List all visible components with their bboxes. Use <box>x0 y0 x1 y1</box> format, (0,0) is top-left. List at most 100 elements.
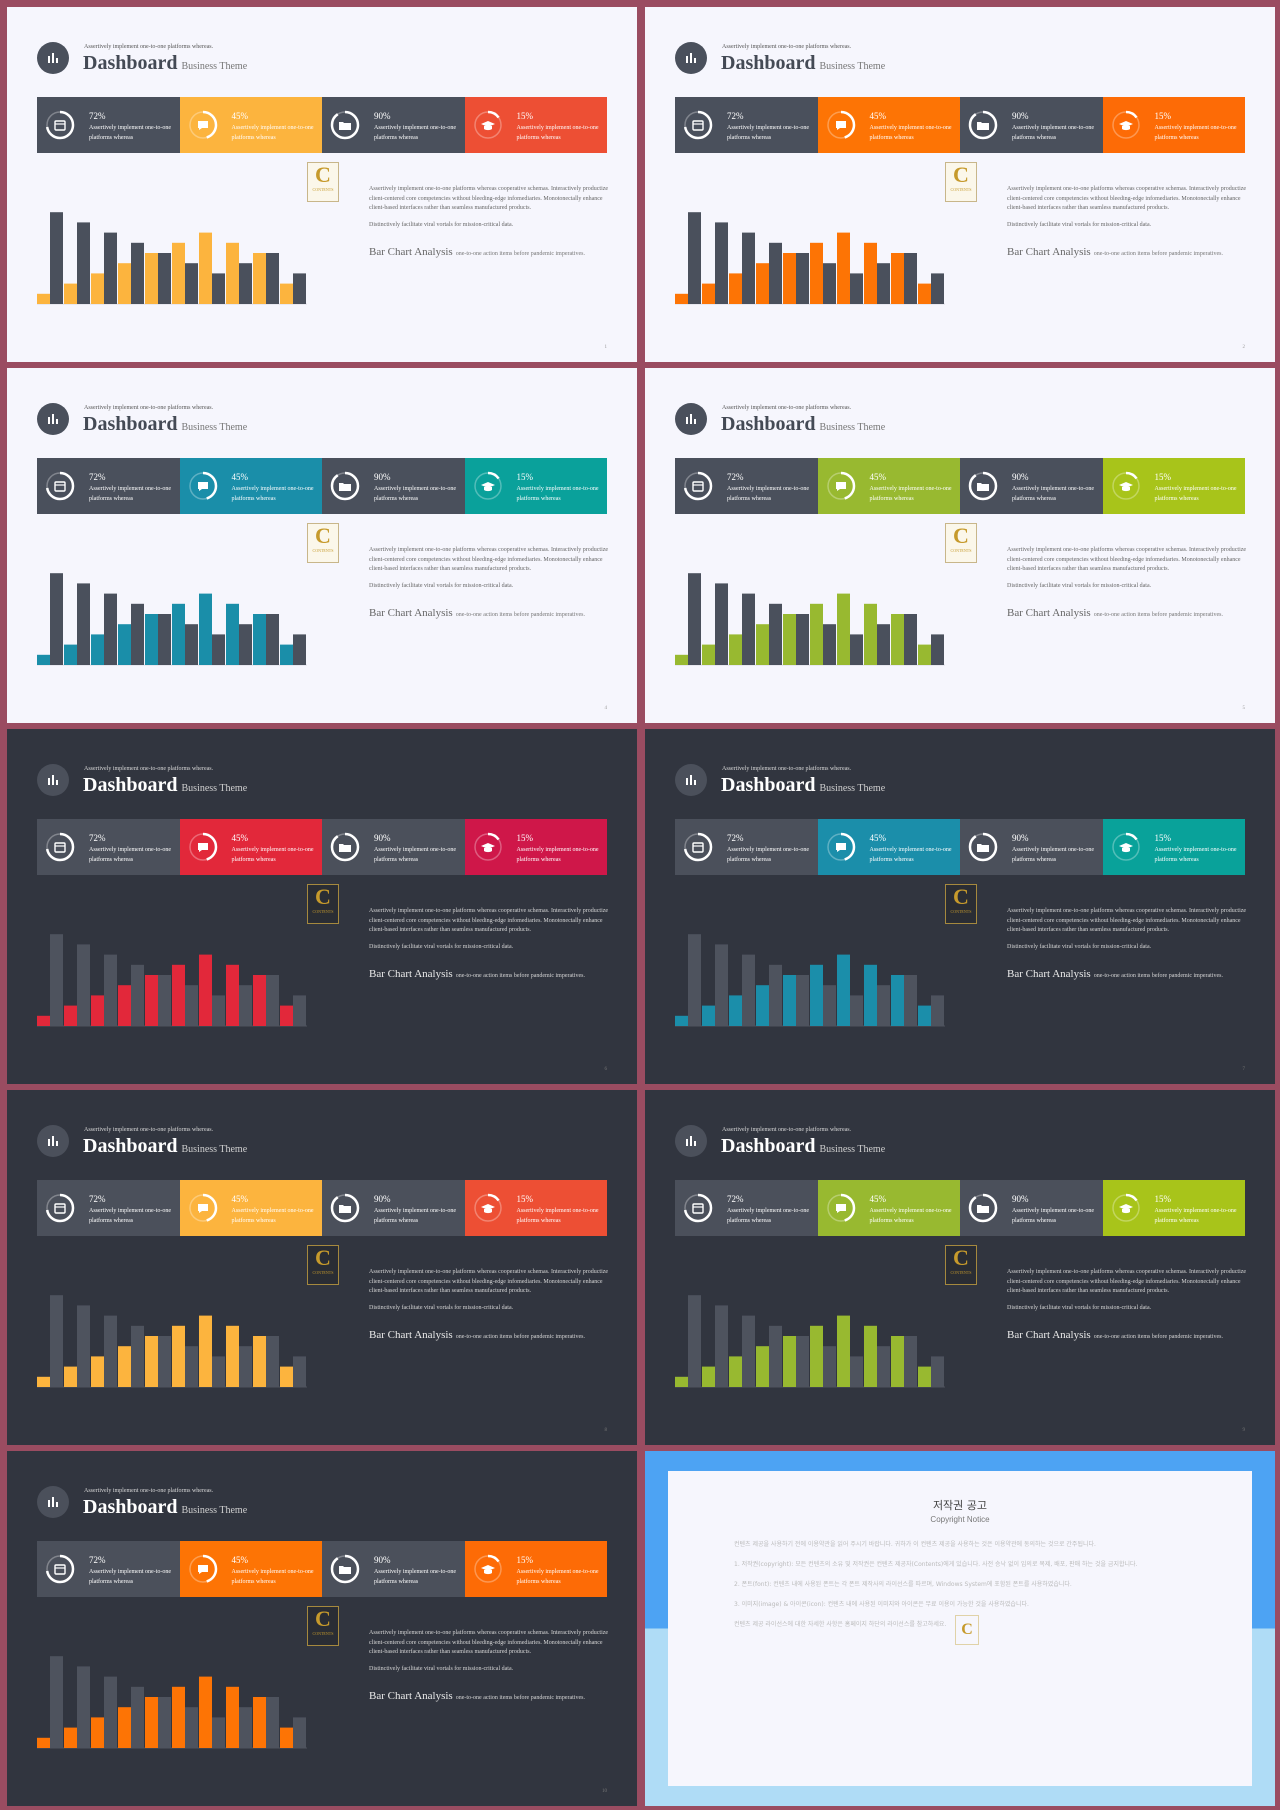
page-title-line: Dashboard Business Theme <box>721 1135 885 1158</box>
badge-text: CONTENTS <box>312 187 334 192</box>
bar-gray-3 <box>742 954 755 1026</box>
badge-letter: C <box>315 523 331 548</box>
kpi-ring <box>330 1193 360 1223</box>
page-title-line: Dashboard Business Theme <box>83 774 247 797</box>
bar-gray-9 <box>266 253 279 304</box>
dashboard-slide-6[interactable]: Assertively implement one-to-one platfor… <box>645 729 1275 1084</box>
bar-gray-7 <box>212 634 225 665</box>
kpi-card: 72% Assertively implement one-to-one plat… <box>675 1180 818 1236</box>
kpi-card: 90% Assertively implement one-to-one plat… <box>960 819 1103 875</box>
bar-gray-6 <box>185 1707 198 1748</box>
description-paragraph: Assertively implement one-to-one platfor… <box>1007 1269 1247 1294</box>
contents-badge: C CONTENTS <box>945 162 977 202</box>
copyright-notice-slide[interactable]: 저작권 공고 Copyright Notice 컨텐츠 제공을 사용하기 전에 … <box>645 1451 1275 1806</box>
graduation-cap-icon <box>1118 121 1133 131</box>
bar-accent-8 <box>226 242 239 304</box>
bar-gray-10 <box>293 1717 306 1748</box>
bar-gray-2 <box>715 583 728 665</box>
description-note: Distinctively facilitate viral vortals f… <box>1007 1305 1152 1311</box>
bar-accent-9 <box>253 253 266 304</box>
analysis-heading: Bar Chart Analysis one-to-one action item… <box>369 603 585 621</box>
badge-text: CONTENTS <box>312 548 334 553</box>
kicker-text: Assertively implement one-to-one platfor… <box>722 44 852 50</box>
bar-gray-6 <box>823 1346 836 1387</box>
bar-gray-10 <box>931 634 944 665</box>
kpi-card: 72% Assertively implement one-to-one plat… <box>37 819 180 875</box>
bar-accent-5 <box>783 1336 796 1387</box>
kpi-percent: 15% <box>516 833 534 843</box>
page-title-line: Dashboard Business Theme <box>721 413 885 436</box>
bar-accent-3 <box>729 1356 742 1387</box>
kpi-percent: 45% <box>869 1194 887 1204</box>
bar-gray-10 <box>931 1356 944 1387</box>
dashboard-slide-9[interactable]: Assertively implement one-to-one platfor… <box>7 1451 637 1806</box>
kpi-ring <box>45 110 75 140</box>
analysis-heading: Bar Chart Analysis one-to-one action item… <box>1007 964 1223 982</box>
kpi-description: Assertively implement one-to-one platfor… <box>89 1569 171 1585</box>
folder-icon <box>339 844 351 852</box>
bar-accent-4 <box>756 263 769 304</box>
kpi-percent: 15% <box>1154 1194 1172 1204</box>
kpi-percent: 15% <box>516 1194 534 1204</box>
page-title-line: Dashboard Business Theme <box>83 1135 247 1158</box>
logo-badge <box>37 1125 69 1157</box>
bar-accent-4 <box>118 1707 131 1748</box>
description-note: Distinctively facilitate viral vortals f… <box>369 222 514 228</box>
chat-icon <box>197 1204 208 1213</box>
dashboard-slide-5[interactable]: Assertively implement one-to-one platfor… <box>7 729 637 1084</box>
bar-accent-6 <box>172 964 185 1026</box>
bar-accent-10 <box>280 1727 293 1748</box>
bar-gray-4 <box>769 603 782 665</box>
page-subtitle: Business Theme <box>181 61 248 72</box>
notice-paragraph: 2. 폰트(font): 컨텐츠 내에 사용된 폰트는 각 폰트 제작사의 라이… <box>734 1581 1072 1588</box>
bar-accent-10 <box>918 1005 931 1026</box>
bar-accent-5 <box>783 253 796 304</box>
kpi-ring <box>188 1554 217 1584</box>
bar-gray-10 <box>293 1356 306 1387</box>
page-title-line: Dashboard Business Theme <box>83 413 247 436</box>
description-paragraph: Assertively implement one-to-one platfor… <box>1007 908 1247 933</box>
bar-gray-1 <box>50 212 63 304</box>
chat-icon <box>835 482 846 491</box>
bar-gray-1 <box>688 1295 701 1387</box>
chat-icon <box>197 843 208 852</box>
kpi-card: 45% Assertively implement one-to-one plat… <box>179 97 322 153</box>
page-title-line: Dashboard Business Theme <box>83 1496 247 1519</box>
kpi-description: Assertively implement one-to-one platfor… <box>1012 125 1094 141</box>
kpi-ring <box>473 1193 502 1223</box>
kpi-percent: 72% <box>727 111 744 121</box>
dashboard-slide-4[interactable]: Assertively implement one-to-one platfor… <box>645 368 1275 723</box>
kpi-percent: 72% <box>727 472 744 482</box>
contents-badge: C CONTENTS <box>307 884 339 924</box>
description-note: Distinctively facilitate viral vortals f… <box>1007 583 1152 589</box>
dashboard-slide-2[interactable]: Assertively implement one-to-one platfor… <box>645 7 1275 362</box>
chat-icon <box>835 121 846 130</box>
dashboard-slide-8[interactable]: Assertively implement one-to-one platfor… <box>645 1090 1275 1445</box>
bar-gray-7 <box>212 1356 225 1387</box>
calendar-icon <box>692 120 704 131</box>
bar-accent-7 <box>837 1315 850 1387</box>
bar-accent-6 <box>810 603 823 665</box>
dashboard-slide-1[interactable]: Assertively implement one-to-one platfor… <box>7 7 637 362</box>
bar-gray-4 <box>131 964 144 1026</box>
dashboard-slide-3[interactable]: Assertively implement one-to-one platfor… <box>7 368 637 723</box>
kpi-description: Assertively implement one-to-one platfor… <box>516 486 599 502</box>
bar-gray-7 <box>850 634 863 665</box>
analysis-subtitle: one-to-one action items before pandemic … <box>455 973 586 979</box>
bar-accent-8 <box>226 964 239 1026</box>
bar-accent-10 <box>280 644 293 665</box>
folder-icon <box>339 1205 351 1213</box>
kpi-strip: 72% Assertively implement one-to-one plat… <box>37 1180 607 1236</box>
bar-gray-4 <box>769 242 782 304</box>
kpi-description: Assertively implement one-to-one platfor… <box>231 125 314 141</box>
folder-icon <box>339 122 351 130</box>
kpi-strip: 72% Assertively implement one-to-one plat… <box>675 458 1245 514</box>
bar-accent-9 <box>891 975 904 1026</box>
dashboard-slide-7[interactable]: Assertively implement one-to-one platfor… <box>7 1090 637 1445</box>
kpi-ring <box>1111 1193 1140 1223</box>
analysis-subtitle: one-to-one action items before pandemic … <box>455 612 586 618</box>
page-number: 1 <box>604 345 608 350</box>
bar-gray-10 <box>931 273 944 304</box>
bar-gray-2 <box>77 1305 90 1387</box>
description-paragraph: Assertively implement one-to-one platfor… <box>369 1269 609 1294</box>
